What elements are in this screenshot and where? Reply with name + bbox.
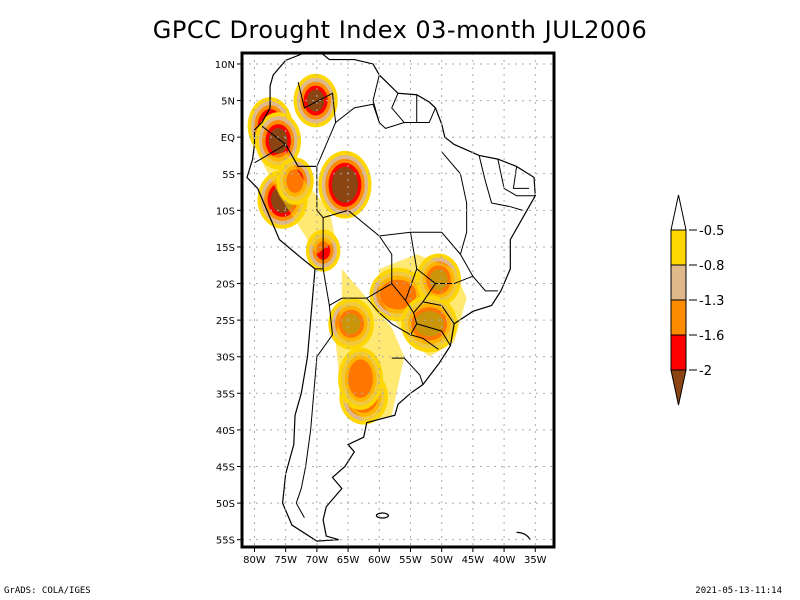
footer-timestamp: 2021-05-13-11:14 bbox=[695, 586, 782, 596]
footer-credit: GrADS: COLA/IGES bbox=[4, 586, 91, 596]
country-border bbox=[491, 202, 523, 211]
country-border bbox=[410, 334, 439, 350]
legend-arrow-below bbox=[670, 369, 687, 406]
drought-contour-level-5 bbox=[268, 128, 288, 154]
lon-tick-label: 45W bbox=[462, 555, 485, 566]
south-georgia-island bbox=[516, 531, 531, 541]
lat-tick-label: 5N bbox=[221, 97, 235, 108]
drought-contour-level-5 bbox=[331, 166, 359, 203]
country-border bbox=[409, 232, 474, 285]
lat-tick-label: 30S bbox=[216, 353, 235, 364]
gridlines bbox=[242, 53, 554, 547]
lon-tick-label: 60W bbox=[368, 555, 391, 566]
lat-tick-label: 55S bbox=[216, 536, 235, 547]
country-border bbox=[335, 103, 436, 129]
lon-tick-label: 65W bbox=[337, 555, 360, 566]
country-border bbox=[295, 305, 333, 518]
legend-swatch bbox=[670, 299, 687, 336]
legend-label: -2 bbox=[699, 364, 712, 379]
lat-tick-label: EQ bbox=[221, 133, 235, 144]
lon-tick-label: 40W bbox=[493, 555, 516, 566]
country-border bbox=[416, 323, 451, 346]
lat-tick-label: 10S bbox=[216, 206, 235, 217]
chart-title: GPCC Drought Index 03-month JUL2006 bbox=[152, 16, 648, 44]
drought-region bbox=[293, 73, 338, 128]
country-border bbox=[391, 357, 424, 385]
lat-tick-label: 40S bbox=[216, 426, 235, 437]
country-border bbox=[441, 151, 498, 292]
country-border bbox=[478, 155, 493, 204]
country-border bbox=[379, 231, 461, 255]
plot-frame bbox=[240, 51, 556, 549]
lat-tick-label: 35S bbox=[216, 389, 235, 400]
lat-tick-label: 25S bbox=[216, 316, 235, 327]
latitude-axis: 10N 5N EQ 5S 10S 15S 20S 25S 30S 35S 40S 45S 50S 55S bbox=[215, 60, 242, 547]
country-border bbox=[322, 209, 393, 307]
legend-swatch bbox=[670, 334, 687, 371]
country-border bbox=[366, 283, 418, 336]
south-america-coastline bbox=[246, 53, 536, 542]
lon-tick-label: 70W bbox=[306, 555, 329, 566]
lon-tick-label: 55W bbox=[399, 555, 422, 566]
coastline-layer bbox=[246, 53, 536, 542]
lat-tick-label: 45S bbox=[216, 462, 235, 473]
color-legend: -0.5 -0.8 -1.3 -1.6 -2 bbox=[670, 194, 724, 406]
lon-tick-label: 35W bbox=[524, 555, 547, 566]
lat-tick-label: 50S bbox=[216, 499, 235, 510]
country-border bbox=[254, 143, 324, 270]
lat-tick-label: 15S bbox=[216, 243, 235, 254]
lat-tick-label: 20S bbox=[216, 280, 235, 291]
legend-arrow-above bbox=[670, 194, 687, 231]
lon-tick-label: 80W bbox=[243, 555, 266, 566]
legend-label: -0.8 bbox=[699, 259, 724, 274]
legend-label: -1.6 bbox=[699, 329, 724, 344]
legend-swatch bbox=[670, 264, 687, 301]
drought-region bbox=[318, 150, 372, 219]
drought-contour-level-5 bbox=[307, 89, 325, 112]
longitude-axis: 80W 75W 70W 65W 60W 55W 50W 45W 40W 35W bbox=[243, 547, 547, 566]
country-border bbox=[391, 93, 405, 123]
drought-band bbox=[379, 254, 467, 357]
country-border bbox=[497, 159, 536, 197]
legend-swatch bbox=[670, 229, 687, 266]
lon-tick-label: 75W bbox=[274, 555, 297, 566]
lat-tick-label: 10N bbox=[215, 60, 235, 71]
lat-tick-label: 5S bbox=[222, 170, 235, 181]
drought-fill-layer bbox=[247, 73, 467, 425]
falkland-islands bbox=[375, 512, 389, 519]
country-border bbox=[372, 74, 380, 123]
legend-label: -0.5 bbox=[699, 224, 724, 239]
country-border bbox=[405, 268, 418, 301]
drought-band bbox=[335, 268, 405, 423]
lon-tick-label: 50W bbox=[430, 555, 453, 566]
legend-label: -1.3 bbox=[699, 294, 724, 309]
